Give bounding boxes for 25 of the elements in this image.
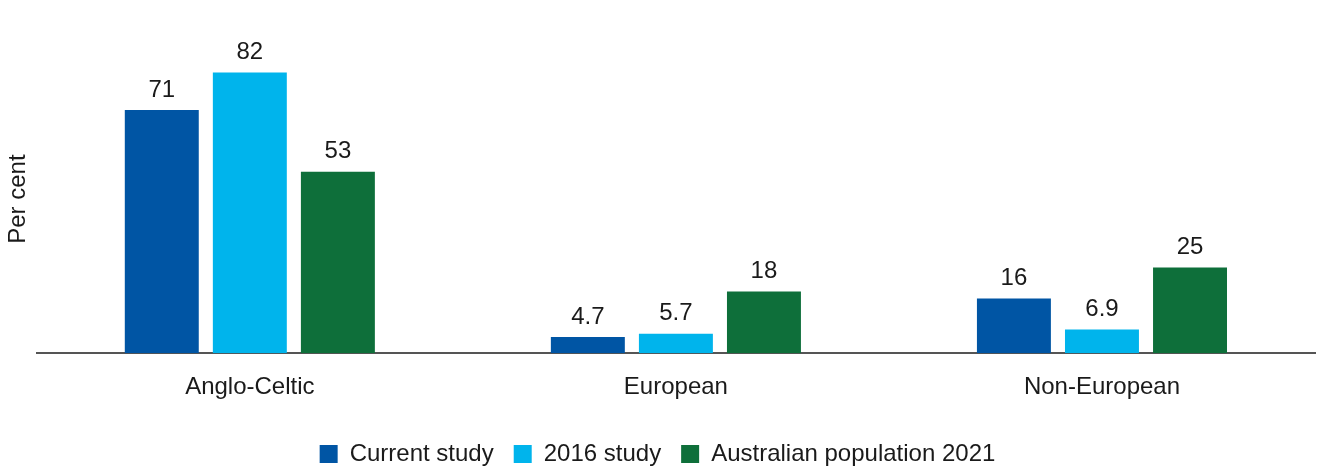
x-tick-label: Anglo-Celtic [185, 372, 315, 400]
bar [976, 298, 1051, 354]
x-tick-label: Non-European [1023, 372, 1181, 400]
bar [124, 110, 199, 354]
data-label: 4.7 [571, 301, 605, 329]
y-axis-title: Per cent [3, 154, 31, 244]
legend-label: Australian population 2021 [711, 438, 996, 466]
data-label: 16 [1000, 263, 1028, 291]
bar [212, 72, 287, 354]
legend-label: Current study [349, 438, 494, 466]
x-tick-label: European [623, 372, 728, 400]
bar [726, 291, 801, 354]
data-label: 71 [148, 74, 176, 102]
data-label: 18 [750, 256, 778, 284]
legend-label: 2016 study [543, 438, 662, 466]
bar [1064, 329, 1139, 354]
bar [300, 171, 375, 354]
data-label: 25 [1176, 232, 1204, 260]
data-label: 5.7 [659, 298, 693, 326]
bar [550, 337, 625, 354]
data-label: 6.9 [1085, 294, 1119, 322]
data-label: 82 [236, 37, 264, 65]
data-label: 53 [324, 136, 352, 164]
bar [638, 333, 713, 354]
bar [1153, 267, 1227, 354]
